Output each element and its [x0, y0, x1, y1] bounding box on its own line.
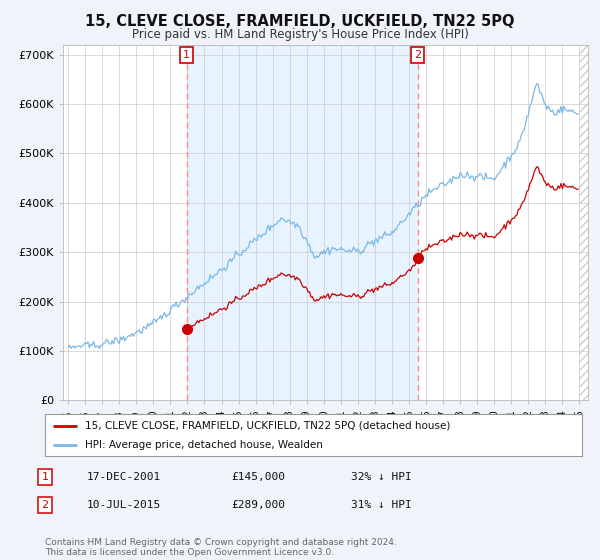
Text: 15, CLEVE CLOSE, FRAMFIELD, UCKFIELD, TN22 5PQ (detached house): 15, CLEVE CLOSE, FRAMFIELD, UCKFIELD, TN… [85, 421, 451, 431]
Text: 1: 1 [183, 50, 190, 60]
Text: 2: 2 [41, 500, 49, 510]
Text: 15, CLEVE CLOSE, FRAMFIELD, UCKFIELD, TN22 5PQ: 15, CLEVE CLOSE, FRAMFIELD, UCKFIELD, TN… [85, 14, 515, 29]
Bar [580, 45, 588, 400]
Text: 32% ↓ HPI: 32% ↓ HPI [351, 472, 412, 482]
Text: 2: 2 [414, 50, 421, 60]
Text: 1: 1 [41, 472, 49, 482]
Text: HPI: Average price, detached house, Wealden: HPI: Average price, detached house, Weal… [85, 440, 323, 450]
Text: £145,000: £145,000 [231, 472, 285, 482]
Text: £289,000: £289,000 [231, 500, 285, 510]
Text: 10-JUL-2015: 10-JUL-2015 [87, 500, 161, 510]
Text: Contains HM Land Registry data © Crown copyright and database right 2024.
This d: Contains HM Land Registry data © Crown c… [45, 538, 397, 557]
Text: 31% ↓ HPI: 31% ↓ HPI [351, 500, 412, 510]
Text: 17-DEC-2001: 17-DEC-2001 [87, 472, 161, 482]
Text: Price paid vs. HM Land Registry's House Price Index (HPI): Price paid vs. HM Land Registry's House … [131, 28, 469, 41]
Bar [187, 45, 418, 400]
Bar [580, 45, 588, 400]
